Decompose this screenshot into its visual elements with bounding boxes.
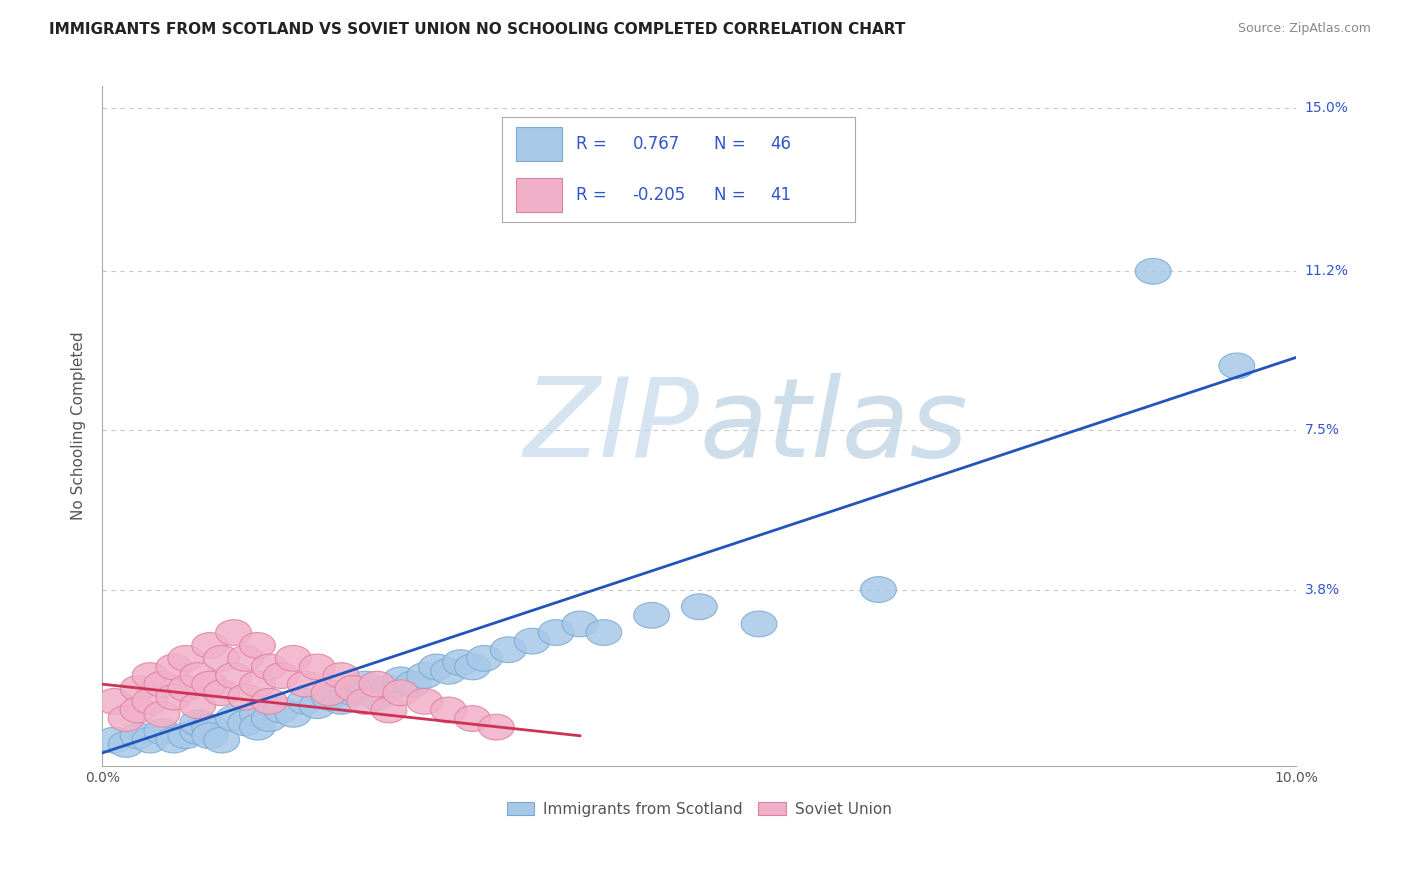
- Ellipse shape: [586, 620, 621, 646]
- Ellipse shape: [515, 628, 550, 654]
- Ellipse shape: [467, 646, 502, 672]
- Ellipse shape: [311, 684, 347, 710]
- Ellipse shape: [478, 714, 515, 740]
- Ellipse shape: [454, 706, 491, 731]
- Ellipse shape: [1135, 259, 1171, 285]
- Ellipse shape: [191, 632, 228, 658]
- Ellipse shape: [406, 663, 443, 689]
- Ellipse shape: [860, 576, 897, 602]
- Ellipse shape: [682, 594, 717, 620]
- Ellipse shape: [143, 701, 180, 727]
- Ellipse shape: [335, 680, 371, 706]
- Ellipse shape: [215, 620, 252, 646]
- Ellipse shape: [430, 697, 467, 723]
- Ellipse shape: [382, 667, 419, 693]
- Text: IMMIGRANTS FROM SCOTLAND VS SOVIET UNION NO SCHOOLING COMPLETED CORRELATION CHAR: IMMIGRANTS FROM SCOTLAND VS SOVIET UNION…: [49, 22, 905, 37]
- Ellipse shape: [491, 637, 526, 663]
- Ellipse shape: [96, 727, 132, 753]
- Ellipse shape: [180, 663, 215, 689]
- Ellipse shape: [252, 654, 287, 680]
- Text: atlas: atlas: [699, 373, 967, 480]
- Ellipse shape: [108, 706, 143, 731]
- Ellipse shape: [634, 602, 669, 628]
- Ellipse shape: [263, 697, 299, 723]
- Ellipse shape: [335, 675, 371, 701]
- Ellipse shape: [167, 675, 204, 701]
- Ellipse shape: [180, 719, 215, 744]
- Ellipse shape: [562, 611, 598, 637]
- Ellipse shape: [156, 727, 191, 753]
- Ellipse shape: [180, 693, 215, 719]
- Ellipse shape: [239, 701, 276, 727]
- Ellipse shape: [323, 663, 359, 689]
- Ellipse shape: [96, 689, 132, 714]
- Ellipse shape: [156, 654, 191, 680]
- Ellipse shape: [371, 697, 406, 723]
- Ellipse shape: [228, 646, 263, 672]
- Ellipse shape: [359, 672, 395, 697]
- Ellipse shape: [239, 632, 276, 658]
- Text: 3.8%: 3.8%: [1305, 582, 1340, 597]
- Ellipse shape: [419, 654, 454, 680]
- Ellipse shape: [741, 611, 778, 637]
- Ellipse shape: [359, 684, 395, 710]
- Ellipse shape: [228, 684, 263, 710]
- Ellipse shape: [191, 672, 228, 697]
- Ellipse shape: [167, 646, 204, 672]
- Ellipse shape: [299, 693, 335, 719]
- Text: 15.0%: 15.0%: [1305, 101, 1348, 115]
- Ellipse shape: [323, 689, 359, 714]
- Ellipse shape: [287, 672, 323, 697]
- Ellipse shape: [406, 689, 443, 714]
- Ellipse shape: [132, 663, 167, 689]
- Ellipse shape: [371, 675, 406, 701]
- Ellipse shape: [143, 719, 180, 744]
- Ellipse shape: [167, 723, 204, 748]
- Ellipse shape: [263, 663, 299, 689]
- Ellipse shape: [443, 649, 478, 675]
- Ellipse shape: [252, 689, 287, 714]
- Ellipse shape: [204, 680, 239, 706]
- Ellipse shape: [120, 723, 156, 748]
- Ellipse shape: [276, 646, 311, 672]
- Text: 7.5%: 7.5%: [1305, 424, 1340, 437]
- Ellipse shape: [239, 672, 276, 697]
- Ellipse shape: [276, 701, 311, 727]
- Ellipse shape: [191, 714, 228, 740]
- Ellipse shape: [132, 727, 167, 753]
- Ellipse shape: [347, 672, 382, 697]
- Ellipse shape: [180, 710, 215, 736]
- Ellipse shape: [143, 672, 180, 697]
- Ellipse shape: [156, 684, 191, 710]
- Text: 11.2%: 11.2%: [1305, 264, 1348, 278]
- Ellipse shape: [1219, 353, 1254, 379]
- Ellipse shape: [311, 680, 347, 706]
- Ellipse shape: [120, 697, 156, 723]
- Ellipse shape: [215, 706, 252, 731]
- Ellipse shape: [215, 663, 252, 689]
- Text: Source: ZipAtlas.com: Source: ZipAtlas.com: [1237, 22, 1371, 36]
- Ellipse shape: [204, 646, 239, 672]
- Ellipse shape: [204, 727, 239, 753]
- Ellipse shape: [252, 706, 287, 731]
- Ellipse shape: [191, 723, 228, 748]
- Y-axis label: No Schooling Completed: No Schooling Completed: [72, 332, 86, 520]
- Ellipse shape: [347, 689, 382, 714]
- Ellipse shape: [382, 680, 419, 706]
- Ellipse shape: [430, 658, 467, 684]
- Ellipse shape: [454, 654, 491, 680]
- Ellipse shape: [108, 731, 143, 757]
- Ellipse shape: [287, 689, 323, 714]
- Legend: Immigrants from Scotland, Soviet Union: Immigrants from Scotland, Soviet Union: [501, 796, 898, 822]
- Ellipse shape: [538, 620, 574, 646]
- Ellipse shape: [299, 654, 335, 680]
- Text: ZIP: ZIP: [523, 373, 699, 480]
- Ellipse shape: [395, 672, 430, 697]
- Ellipse shape: [228, 710, 263, 736]
- Ellipse shape: [120, 675, 156, 701]
- Ellipse shape: [132, 689, 167, 714]
- Ellipse shape: [239, 714, 276, 740]
